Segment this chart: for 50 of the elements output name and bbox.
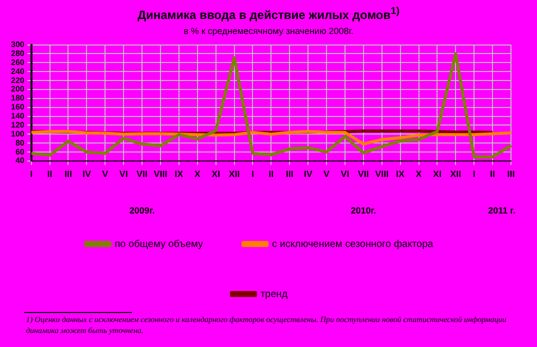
legend-label: с исключением сезонного фактора (272, 238, 434, 250)
x-tick-label: IX (174, 168, 184, 179)
text: 2009г. (129, 205, 155, 216)
text: 1) Оценки данных с исключением сезонного и календарного факторов осуществлены. При поступлении новой статистической информации динамика может быть уточнена. (26, 314, 508, 336)
x-tick-label: II (490, 168, 496, 179)
y-tick-label: 160 (10, 102, 25, 112)
y-tick-label: 80 (15, 138, 25, 148)
text: 2010г. (350, 205, 376, 216)
x-tick-label: II (268, 168, 274, 179)
x-tick-label: III (64, 168, 72, 179)
y-tick-label: 180 (10, 94, 25, 103)
chart-subtitle: в % к среднемесячному значению 2008г. (182, 26, 354, 36)
x-tick-label: IV (82, 168, 91, 179)
x-tick-label: I (472, 168, 476, 179)
legend-label: тренд (260, 288, 288, 300)
x-tick-label: II (47, 168, 52, 179)
y-tick-label: 240 (10, 66, 25, 76)
x-tick-label: VI (340, 168, 350, 179)
x-tick-label: XII (228, 168, 240, 179)
chart-title: Динамика ввода в действие жилых домов$^{1)}$ (136, 6, 401, 22)
x-tick-label: X (194, 168, 200, 179)
x-tick-label: XI (432, 168, 442, 179)
x-tick-label: VII (358, 168, 369, 179)
y-tick-label: 140 (10, 112, 25, 121)
x-tick-label: XII (450, 168, 462, 179)
y-tick-label: 120 (10, 120, 25, 130)
x-tick-label: XI (212, 168, 220, 179)
y-tick-label: 300 (10, 40, 25, 50)
x-tick-label: I (30, 168, 33, 179)
x-tick-label: III (286, 168, 294, 179)
x-tick-label: VII (136, 168, 148, 179)
y-tick-label: 100 (10, 129, 25, 138)
y-tick-label: 260 (10, 58, 25, 67)
y-tick-label: 200 (10, 84, 25, 94)
x-tick-label: VI (119, 168, 128, 179)
x-tick-label: III (507, 168, 515, 179)
y-tick-label: 60 (15, 147, 25, 156)
x-tick-label: VIII (375, 168, 389, 179)
y-tick-label: 220 (10, 76, 25, 85)
legend-label: по общему объему (114, 238, 204, 250)
x-tick-label: VIII (154, 168, 168, 179)
x-tick-label: V (102, 168, 108, 179)
x-tick-label: I (251, 168, 254, 179)
y-tick-label: 280 (10, 48, 25, 58)
x-tick-label: IX (396, 168, 405, 179)
x-tick-label: X (416, 168, 422, 179)
x-tick-label: IV (304, 168, 312, 179)
text: 2011 г. (488, 205, 516, 216)
x-tick-label: V (324, 168, 330, 179)
y-tick-label: 40 (15, 156, 25, 166)
